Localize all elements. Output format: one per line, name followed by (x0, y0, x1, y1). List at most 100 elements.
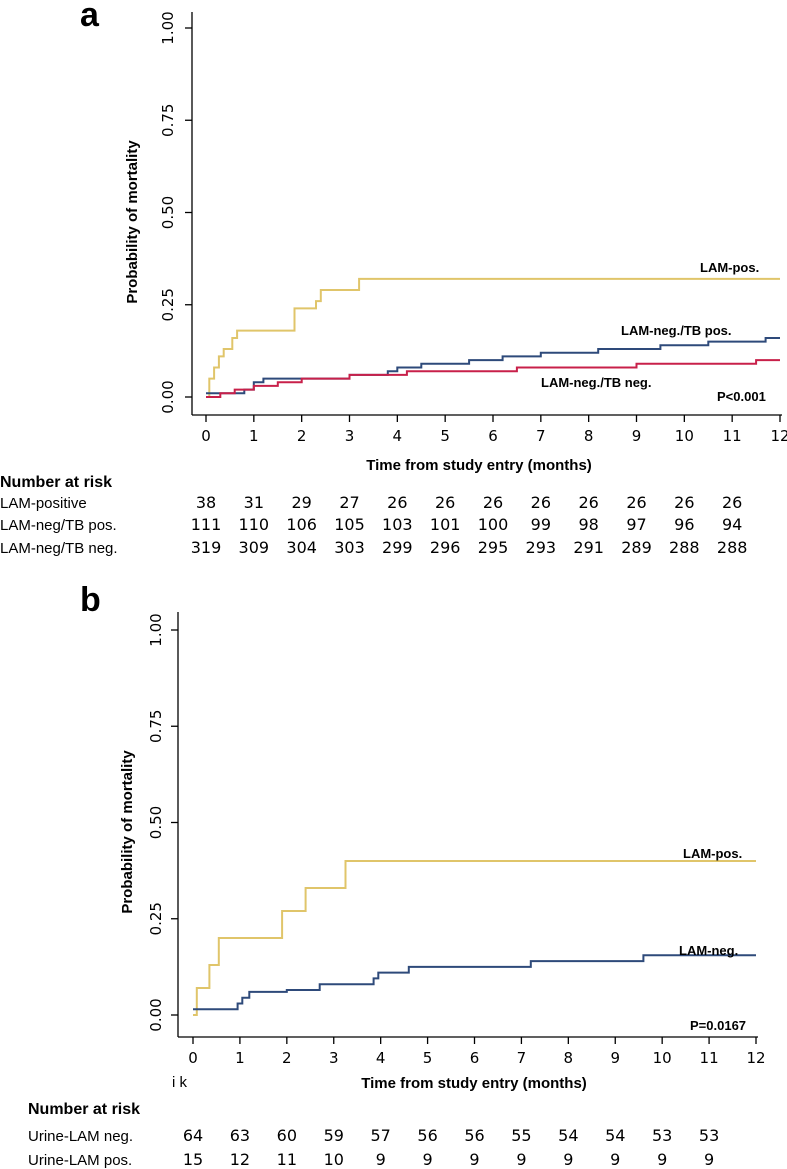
panel-a-risk-value: 26 (578, 493, 598, 512)
panel-a-x-tick-label: 3 (345, 427, 355, 445)
panel-b-risk-value: 63 (230, 1126, 250, 1145)
panel-a-risk-value: 288 (717, 538, 748, 557)
panel-a-y-tick-label: 0.50 (159, 196, 177, 229)
panel-a-label-lam-neg-tb-neg: LAM-neg./TB neg. (541, 375, 652, 390)
panel-a-risk-value: 105 (334, 515, 365, 534)
panel-a-y-tick-label: 0.00 (159, 380, 177, 413)
panel-a-risk-value: 106 (286, 515, 317, 534)
panel-b-letter: b (80, 581, 101, 619)
panel-b-risk-value: 11 (277, 1150, 297, 1169)
panel-a-x-tick-label: 4 (393, 427, 403, 445)
panel-a-risk-value: 97 (626, 515, 646, 534)
panel-b-y-tick-label: 0.50 (147, 806, 165, 839)
panel-b-axes: 0.000.250.500.751.000 1 2 3 4 5 6 7 8 9 10 11 12 (147, 612, 766, 1067)
panel-a-x-tick-label: 8 (584, 427, 594, 445)
panel-b-x-tick-label: 2 (282, 1049, 292, 1067)
panel-b-risk-value: 9 (516, 1150, 526, 1169)
panel-a-p-value: P<0.001 (717, 389, 766, 404)
panel-b-p-value: P=0.0167 (690, 1018, 746, 1033)
panel-b-risk-value: 9 (657, 1150, 667, 1169)
panel-b-risk-value: 15 (183, 1150, 203, 1169)
panel-a-risk-value: 31 (244, 493, 264, 512)
panel-b-risk-value: 9 (704, 1150, 714, 1169)
panel-b-x-tick-label: 3 (329, 1049, 339, 1067)
panel-a-x-tick-label: 10 (675, 427, 694, 445)
panel-a-risk-value: 295 (478, 538, 509, 557)
panel-b-risk-value: 12 (230, 1150, 250, 1169)
panel-b-risk-value: 9 (469, 1150, 479, 1169)
panel-b: b 0.000.250.500.751.000 1 2 3 4 5 6 7 8 9 10 11 12 P… (28, 581, 766, 1169)
panel-a-x-tick-label: 2 (297, 427, 307, 445)
panel-a-risk-table: LAM-positive 38 31 29 27 26 26 26 26 26 26 26 26 LAM-… (0, 493, 747, 557)
panel-a-risk-value: 26 (626, 493, 646, 512)
panel-b-x-tick-label: 12 (746, 1049, 765, 1067)
panel-a-curves (206, 277, 780, 398)
panel-a-x-tick-label: 12 (770, 427, 787, 445)
panel-b-risk-row-label: Urine-LAM pos. (28, 1152, 132, 1169)
panel-b-y-tick-label: 0.25 (147, 902, 165, 935)
panel-b-x-tick-label: 9 (610, 1049, 620, 1067)
panel-a-risk-value: 289 (621, 538, 652, 557)
panel-b-curve-lam-neg (193, 954, 756, 1011)
panel-a-x-tick-label: 9 (632, 427, 642, 445)
panel-a-risk-value: 304 (286, 538, 317, 557)
panel-b-risk-value: 55 (511, 1126, 531, 1145)
panel-a-risk-value: 103 (382, 515, 413, 534)
panel-b-risk-value: 54 (558, 1126, 578, 1145)
panel-a-risk-value: 26 (435, 493, 455, 512)
panel-a: a 0.000.250.500.751.000 1 2 3 4 5 6 7 8 9 10 11 12 P… (0, 0, 787, 557)
panel-a-risk-value: 98 (578, 515, 598, 534)
panel-b-risk-value: 64 (183, 1126, 203, 1145)
panel-a-risk-value: 26 (722, 493, 742, 512)
panel-a-risk-row-label: LAM-neg/TB pos. (0, 517, 117, 534)
panel-a-risk-value: 111 (191, 515, 222, 534)
panel-a-risk-value: 99 (531, 515, 551, 534)
panel-b-y-axis-label: Probability of mortality (119, 750, 136, 914)
panel-b-y-tick-label: 1.00 (147, 613, 165, 646)
panel-b-x-axis-label: Time from study entry (months) (361, 1075, 587, 1092)
panel-b-risk-value: 56 (464, 1126, 484, 1145)
panel-a-x-tick-label: 6 (488, 427, 498, 445)
panel-a-risk-value: 110 (239, 515, 270, 534)
panel-b-risk-value: 9 (376, 1150, 386, 1169)
panel-a-risk-value: 296 (430, 538, 461, 557)
panel-a-x-axis-label: Time from study entry (months) (366, 457, 592, 474)
panel-b-risk-value: 9 (610, 1150, 620, 1169)
panel-a-risk-value: 26 (674, 493, 694, 512)
panel-a-risk-value: 291 (573, 538, 604, 557)
panel-a-x-tick-label: 0 (201, 427, 211, 445)
panel-a-risk-value: 299 (382, 538, 413, 557)
panel-b-risk-value: 60 (277, 1126, 297, 1145)
panel-a-y-tick-label: 0.25 (159, 288, 177, 321)
panel-b-curves (193, 860, 756, 1016)
panel-a-y-axis-label: Probability of mortality (124, 140, 141, 304)
panel-b-x-tick-label: 4 (376, 1049, 386, 1067)
panel-b-risk-value: 59 (324, 1126, 344, 1145)
panel-a-risk-value: 319 (191, 538, 222, 557)
panel-a-risk-row-label: LAM-neg/TB neg. (0, 540, 118, 557)
panel-a-risk-value: 309 (239, 538, 270, 557)
panel-b-risk-value: 57 (370, 1126, 390, 1145)
panel-b-x-tick-label: 10 (653, 1049, 672, 1067)
panel-a-risk-value: 101 (430, 515, 461, 534)
panel-b-risk-value: 56 (417, 1126, 437, 1145)
panel-a-label-lam-neg-tb-pos: LAM-neg./TB pos. (621, 323, 732, 338)
panel-a-risk-value: 288 (669, 538, 700, 557)
panel-b-x-tick-label: 1 (235, 1049, 245, 1067)
panel-a-risk-value: 293 (526, 538, 557, 557)
panel-a-label-lam-pos: LAM-pos. (700, 260, 759, 275)
panel-b-risk-table: Urine-LAM neg. 64 63 60 59 57 56 56 55 54 54 53 53 Ur… (28, 1126, 719, 1169)
panel-b-x-tick-label: 6 (470, 1049, 480, 1067)
panel-b-y-tick-label: 0.75 (147, 710, 165, 743)
panel-b-x-tick-label: 7 (517, 1049, 527, 1067)
panel-b-label-lam-pos: LAM-pos. (683, 846, 742, 861)
panel-b-risk-value: 10 (324, 1150, 344, 1169)
panel-b-risk-value: 9 (422, 1150, 432, 1169)
panel-a-curve-lam-pos (206, 277, 780, 398)
panel-a-risk-value: 27 (339, 493, 359, 512)
panel-a-y-tick-label: 1.00 (159, 11, 177, 44)
panel-b-risk-value: 54 (605, 1126, 625, 1145)
panel-a-curve-lam-neg-tb-neg (206, 359, 780, 398)
panel-a-risk-value: 303 (334, 538, 365, 557)
